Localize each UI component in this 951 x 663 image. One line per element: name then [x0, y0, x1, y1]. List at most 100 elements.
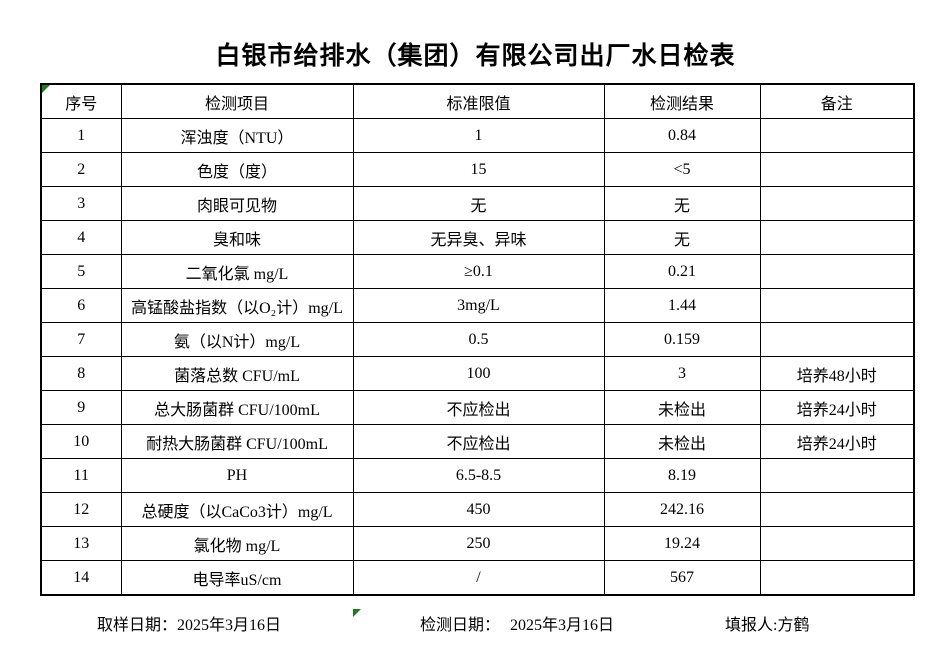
table-row: 1 浑浊度（NTU） 1 0.84	[40, 118, 915, 153]
item-cell: 色度（度）	[120, 152, 354, 187]
table-row: 12 总硬度（以CaCo3计）mg/L 450 242.16	[40, 492, 915, 527]
limit-cell: 6.5-8.5	[352, 458, 605, 493]
remark-cell: 培养24小时	[759, 424, 915, 459]
item-cell: 耐热大肠菌群 CFU/100mL	[120, 424, 354, 459]
sampling-date: 取样日期：2025年3月16日	[97, 611, 281, 635]
table-row: 5 二氧化氯 mg/L ≥0.1 0.21	[40, 254, 915, 289]
serial-cell: 4	[40, 220, 122, 255]
result-cell: 无	[603, 220, 761, 255]
result-cell: 242.16	[603, 492, 761, 527]
remark-cell	[759, 560, 915, 596]
serial-cell: 6	[40, 288, 122, 323]
limit-cell: 450	[352, 492, 605, 527]
remark-cell	[759, 492, 915, 527]
serial-cell: 8	[40, 356, 122, 391]
reporter: 填报人:方鹤	[725, 611, 809, 635]
testing-date-value: 2025年3月16日	[510, 617, 615, 634]
item-cell: 电导率uS/cm	[120, 560, 354, 596]
limit-cell: 15	[352, 152, 605, 187]
serial-cell: 10	[40, 424, 122, 459]
remark-cell	[759, 220, 915, 255]
serial-cell: 7	[40, 322, 122, 357]
table-row: 7 氨（以N计）mg/L 0.5 0.159	[40, 322, 915, 357]
serial-cell: 13	[40, 526, 122, 561]
remark-cell	[759, 186, 915, 221]
result-cell: <5	[603, 152, 761, 187]
result-cell: 19.24	[603, 526, 761, 561]
item-cell: 氨（以N计）mg/L	[120, 322, 354, 357]
limit-cell: 0.5	[352, 322, 605, 357]
cell-corner-marker-icon	[42, 85, 50, 93]
table-row: 13 氯化物 mg/L 250 19.24	[40, 526, 915, 561]
table-row: 8 菌落总数 CFU/mL 100 3 培养48小时	[40, 356, 915, 391]
table-row: 6 高锰酸盐指数（以O₂计）mg/L 3mg/L 1.44	[40, 288, 915, 323]
sampling-date-value: 2025年3月16日	[177, 617, 282, 634]
table-row: 3 肉眼可见物无无	[40, 186, 915, 221]
header-test-result: 检测结果	[603, 83, 761, 119]
serial-cell: 14	[40, 560, 122, 596]
limit-cell: 无	[352, 186, 605, 221]
item-cell: PH	[120, 458, 354, 493]
remark-cell	[759, 118, 915, 153]
testing-date: 检测日期： 2025年3月16日	[420, 611, 614, 635]
header-row: 序号 检测项目 标准限值 检测结果 备注	[40, 83, 915, 119]
result-cell: 未检出	[603, 424, 761, 459]
item-cell: 肉眼可见物	[120, 186, 354, 221]
page-title: 白银市给排水（集团）有限公司出厂水日检表	[215, 43, 736, 70]
result-cell: 567	[603, 560, 761, 596]
table-row: 11 PH 6.5-8.5 8.19	[40, 458, 915, 493]
serial-cell: 3	[40, 186, 122, 221]
limit-cell: 不应检出	[352, 424, 605, 459]
sampling-date-label: 取样日期：	[97, 617, 178, 634]
table-row: 2 色度（度） 15 <5	[40, 152, 915, 187]
item-cell: 二氧化氯 mg/L	[120, 254, 354, 289]
header-remarks: 备注	[759, 83, 915, 119]
result-cell: 未检出	[603, 390, 761, 425]
header-serial-number: 序号	[40, 83, 122, 119]
table-row: 4 臭和味 无异臭、异味无	[40, 220, 915, 255]
serial-cell: 1	[40, 118, 122, 153]
item-cell: 臭和味	[120, 220, 354, 255]
remark-cell	[759, 152, 915, 187]
limit-cell: /	[352, 560, 605, 596]
table-row: 9 总大肠菌群 CFU/100mL 不应检出 未检出 培养24小时	[40, 390, 915, 425]
remark-cell	[759, 526, 915, 561]
table-row: 10 耐热大肠菌群 CFU/100mL 不应检出 未检出 培养24小时	[40, 424, 915, 459]
header-standard-limit: 标准限值	[352, 83, 605, 119]
serial-cell: 5	[40, 254, 122, 289]
remark-cell: 培养24小时	[759, 390, 915, 425]
serial-cell: 9	[40, 390, 122, 425]
limit-cell: 无异臭、异味	[352, 220, 605, 255]
serial-cell: 2	[40, 152, 122, 187]
item-cell: 氯化物 mg/L	[120, 526, 354, 561]
inspection-table-grid: 序号 检测项目 标准限值 检测结果 备注 1 浑浊度（NTU） 1 0.84 2 色度（度…	[40, 83, 915, 596]
remark-cell	[759, 288, 915, 323]
limit-cell: 100	[352, 356, 605, 391]
serial-cell: 11	[40, 458, 122, 493]
result-cell: 0.21	[603, 254, 761, 289]
result-cell: 0.84	[603, 118, 761, 153]
item-cell: 高锰酸盐指数（以O₂计）mg/L	[120, 288, 354, 323]
result-cell: 0.159	[603, 322, 761, 357]
reporter-label: 填报人:	[725, 617, 778, 634]
header-test-item: 检测项目	[120, 83, 354, 119]
result-cell: 无	[603, 186, 761, 221]
inspection-table: 序号 检测项目 标准限值 检测结果 备注 1 浑浊度（NTU） 1 0.84 2 色度（度…	[40, 83, 915, 617]
limit-cell: 不应检出	[352, 390, 605, 425]
item-cell: 浑浊度（NTU）	[120, 118, 354, 153]
serial-cell: 12	[40, 492, 122, 527]
testing-date-label: 检测日期：	[420, 617, 501, 634]
limit-cell: 1	[352, 118, 605, 153]
table-row: 14 电导率uS/cm/567	[40, 560, 915, 596]
limit-cell: 3mg/L	[352, 288, 605, 323]
cell-corner-marker-icon	[353, 609, 361, 617]
result-cell: 3	[603, 356, 761, 391]
limit-cell: 250	[352, 526, 605, 561]
result-cell: 1.44	[603, 288, 761, 323]
remark-cell	[759, 322, 915, 357]
result-cell: 8.19	[603, 458, 761, 493]
item-cell: 总硬度（以CaCo3计）mg/L	[120, 492, 354, 527]
reporter-name: 方鹤	[777, 617, 810, 634]
limit-cell: ≥0.1	[352, 254, 605, 289]
